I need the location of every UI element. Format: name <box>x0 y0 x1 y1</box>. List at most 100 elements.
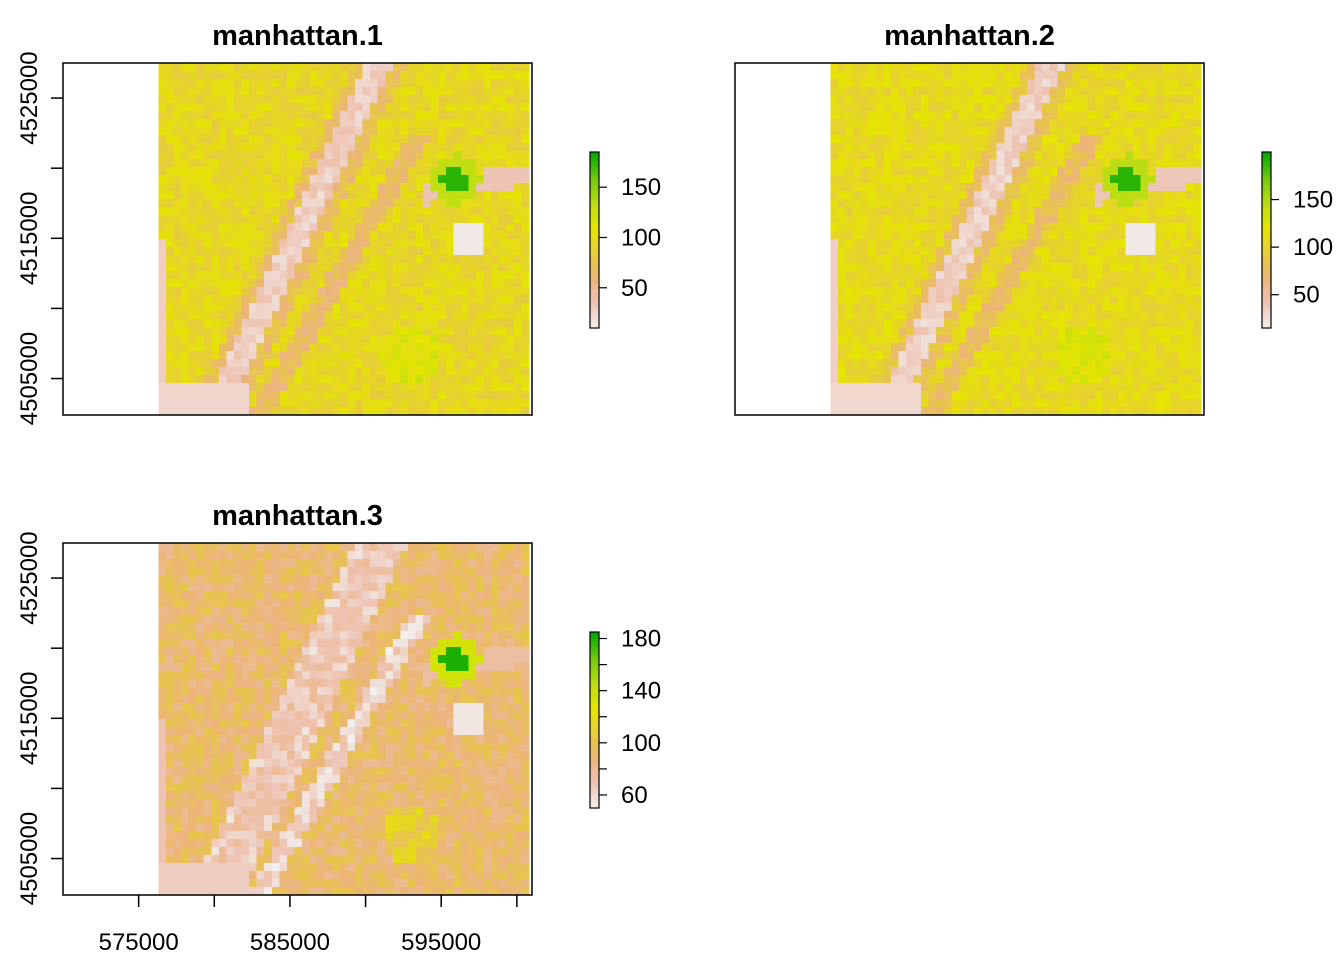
raster-cell <box>400 175 409 184</box>
raster-cell <box>1049 143 1058 152</box>
raster-cell <box>845 375 854 384</box>
raster-cell <box>974 151 982 160</box>
raster-cell <box>1163 159 1172 168</box>
raster-cell <box>370 143 379 152</box>
raster-cell <box>286 599 295 608</box>
raster-cell <box>989 183 998 192</box>
raster-cell <box>1185 375 1194 384</box>
raster-cell <box>370 367 379 376</box>
raster-cell <box>476 71 484 80</box>
raster-cell <box>271 135 280 144</box>
raster-cell <box>1049 207 1058 216</box>
raster-cell <box>468 559 477 568</box>
raster-cell <box>392 247 401 256</box>
raster-cell <box>1102 103 1111 112</box>
raster-cell <box>483 327 492 336</box>
raster-cell <box>317 239 326 248</box>
raster-cell <box>370 191 379 200</box>
raster-cell <box>181 583 189 592</box>
raster-cell <box>294 607 303 616</box>
raster-cell <box>362 191 371 200</box>
raster-cell <box>1110 119 1119 128</box>
raster-cell <box>860 391 869 400</box>
raster-cell <box>233 247 242 256</box>
legend-color-step <box>1262 245 1271 250</box>
raster-cell <box>981 287 990 296</box>
raster-cell <box>1095 175 1104 184</box>
raster-cell <box>241 383 250 392</box>
raster-cell <box>453 247 462 256</box>
raster-cell <box>332 615 341 624</box>
raster-cell <box>883 247 892 256</box>
raster-cell <box>1057 127 1066 136</box>
raster-cell <box>1148 295 1156 304</box>
raster-cell <box>317 615 326 624</box>
raster-cell <box>400 359 409 368</box>
raster-cell <box>309 399 318 408</box>
raster-cell <box>377 607 386 616</box>
raster-cell <box>1064 215 1073 224</box>
raster-cell <box>271 391 280 400</box>
raster-cell <box>256 359 265 368</box>
raster-cell <box>921 127 930 136</box>
raster-cell <box>181 575 189 584</box>
raster-cell <box>890 223 899 232</box>
raster-cell <box>476 175 484 184</box>
raster-cell <box>196 215 205 224</box>
raster-cell <box>936 375 945 384</box>
raster-cell <box>241 151 250 160</box>
raster-cell <box>1102 223 1111 232</box>
raster-cell <box>1102 367 1111 376</box>
raster-cell <box>1034 335 1043 344</box>
raster-cell <box>890 167 899 176</box>
raster-cell <box>1193 231 1202 240</box>
raster-cell <box>203 311 212 320</box>
raster-cell <box>1185 311 1194 320</box>
raster-cell <box>913 63 922 72</box>
raster-cell <box>1064 319 1073 328</box>
raster-cell <box>943 79 952 88</box>
raster-cell <box>226 407 235 416</box>
raster-cell <box>830 207 839 216</box>
raster-cell <box>928 111 937 120</box>
raster-cell <box>339 63 348 72</box>
raster-cell <box>1102 303 1111 312</box>
raster-cell <box>286 375 295 384</box>
raster-cell <box>181 295 189 304</box>
raster-cell <box>491 143 500 152</box>
raster-cell <box>1072 159 1081 168</box>
raster-cell <box>294 383 303 392</box>
raster-cell <box>317 95 326 104</box>
raster-cell <box>974 223 982 232</box>
raster-cell <box>249 311 258 320</box>
raster-cell <box>181 599 189 608</box>
raster-cell <box>1125 375 1134 384</box>
raster-cell <box>430 271 439 280</box>
raster-cell <box>188 151 197 160</box>
raster-cell <box>928 119 937 128</box>
raster-cell <box>241 375 250 384</box>
raster-cell <box>430 367 439 376</box>
raster-cell <box>498 287 507 296</box>
legend-color-step <box>590 154 599 159</box>
raster-cell <box>453 383 462 392</box>
raster-cell <box>506 599 515 608</box>
raster-cell <box>476 567 484 576</box>
raster-cell <box>513 607 522 616</box>
raster-cell <box>498 175 507 184</box>
raster-cell <box>324 351 333 360</box>
raster-cell <box>890 327 899 336</box>
raster-cell <box>1049 191 1058 200</box>
raster-cell <box>264 239 273 248</box>
raster-cell <box>317 335 326 344</box>
raster-cell <box>392 279 401 288</box>
raster-cell <box>196 111 205 120</box>
raster-cell <box>332 63 341 72</box>
raster-cell <box>1064 375 1073 384</box>
raster-cell <box>460 303 469 312</box>
raster-cell <box>1079 95 1088 104</box>
raster-cell <box>188 135 197 144</box>
legend-color-step <box>590 275 599 279</box>
raster-cell <box>868 319 877 328</box>
raster-cell <box>302 151 310 160</box>
